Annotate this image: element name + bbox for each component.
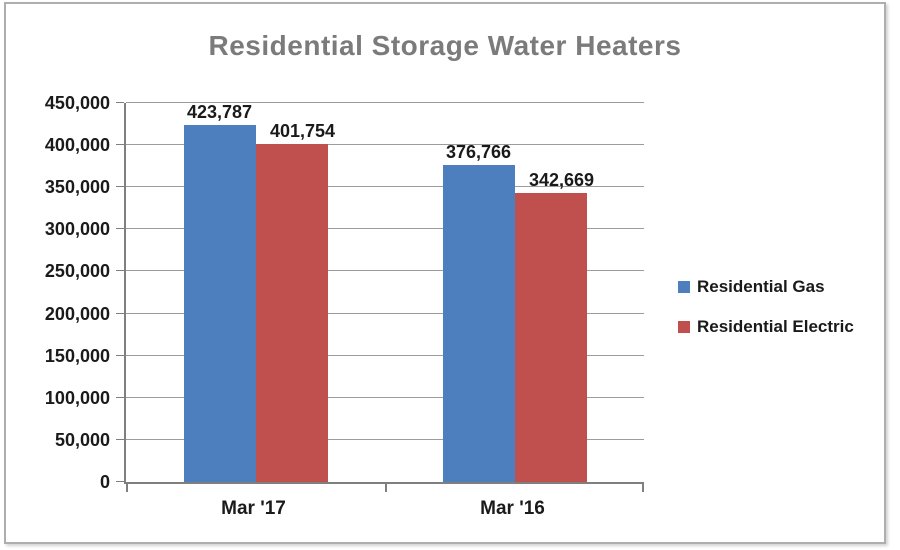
chart-title: Residential Storage Water Heaters [208,30,682,61]
chart-frame: Residential Storage Water Heaters 0 50,00… [4,2,886,544]
bar-gas [183,125,256,482]
legend-item-electric: Residential Electric [678,317,854,337]
y-axis-tick [116,312,124,314]
y-axis-tick-label: 400,000 [44,135,110,156]
y-axis-tick [116,270,124,272]
y-axis-tick-label: 350,000 [44,177,110,198]
y-axis-tick [116,396,124,398]
y-axis-tick-label: 300,000 [44,219,110,240]
x-axis-tick [385,484,387,492]
bar-value-label: 423,787 [186,102,253,123]
legend: Residential Gas Residential Electric [678,277,854,357]
gridline [126,186,644,188]
bar-electric [514,193,587,482]
gridline [126,270,644,272]
x-axis-category-label: Mar '17 [221,498,286,519]
x-axis-labels: Mar '17 Mar '16 [124,498,642,524]
y-axis-tick [116,102,124,103]
bar-value-label: 376,766 [445,141,512,162]
x-axis-tick [126,484,128,492]
gridline [126,102,644,103]
y-axis-tick-label: 250,000 [44,261,110,282]
legend-swatch-icon [678,281,690,293]
y-axis-labels: 0 50,000 100,000 150,000 200,000 250,000 300,0… [6,93,110,492]
y-axis-tick-label: 0 [99,472,110,492]
bar-electric [255,143,328,482]
y-axis-tick [116,481,124,482]
gridline [126,144,644,146]
y-axis-tick [116,354,124,356]
gridline [126,354,644,356]
bar-gas [442,164,515,482]
y-axis-tick [116,144,124,146]
gridline [126,396,644,398]
x-axis-category-label: Mar '16 [480,498,545,519]
y-axis-tick-label: 200,000 [44,303,110,324]
y-axis-tick-label: 150,000 [44,345,110,366]
x-axis-tick [642,484,644,492]
legend-label: Residential Electric [697,317,854,336]
y-axis-tick [116,438,124,440]
bar-value-label: 342,669 [528,170,595,191]
y-axis-tick-label: 50,000 [54,429,110,450]
gridline [126,438,644,440]
y-axis-tick [116,228,124,230]
y-axis-tick-label: 100,000 [44,387,110,408]
legend-label: Residential Gas [697,277,825,296]
gridline [126,228,644,230]
bar-value-label: 401,754 [269,120,336,141]
plot-area: 423,787 401,754 376,766 342,669 [116,102,644,492]
y-axis-tick [116,186,124,188]
legend-swatch-icon [678,321,690,333]
gridline [126,312,644,314]
legend-item-gas: Residential Gas [678,277,854,297]
y-axis-tick-label: 450,000 [44,93,110,113]
